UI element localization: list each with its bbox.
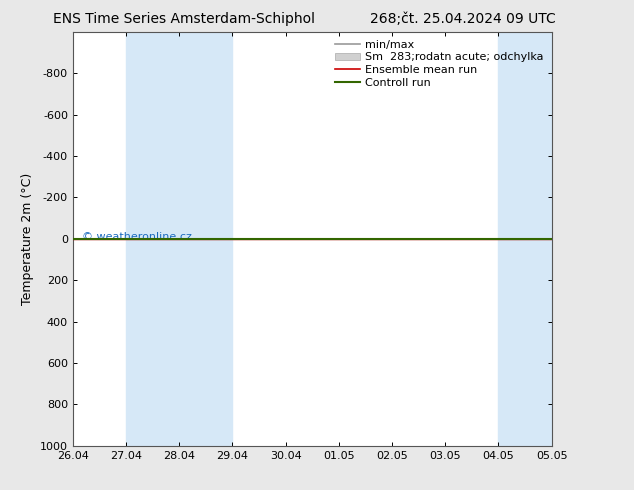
Bar xyxy=(498,32,578,446)
Bar xyxy=(126,32,233,446)
Text: 268;čt. 25.04.2024 09 UTC: 268;čt. 25.04.2024 09 UTC xyxy=(370,12,555,26)
Y-axis label: Temperature 2m (°C): Temperature 2m (°C) xyxy=(22,173,34,305)
Text: ENS Time Series Amsterdam-Schiphol: ENS Time Series Amsterdam-Schiphol xyxy=(53,12,315,26)
Legend: min/max, Sm  283;rodatn acute; odchylka, Ensemble mean run, Controll run: min/max, Sm 283;rodatn acute; odchylka, … xyxy=(333,37,546,90)
Text: © weatheronline.cz: © weatheronline.cz xyxy=(82,232,192,242)
